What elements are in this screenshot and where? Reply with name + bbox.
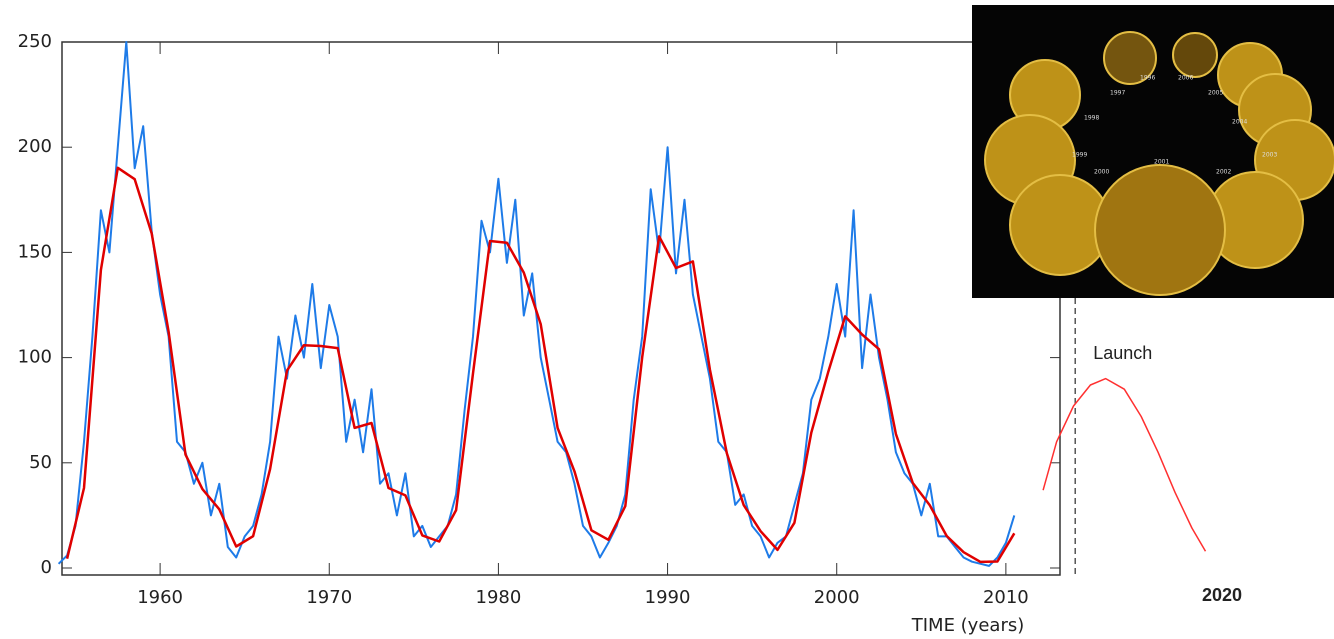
plot-frame — [61, 41, 1061, 576]
extra-year-label: 2020 — [1202, 585, 1242, 605]
series-line — [57, 41, 1016, 567]
inset-year: 1998 — [1084, 115, 1099, 122]
x-axis-label: TIME (years) — [911, 615, 1025, 636]
inset-year: 1997 — [1110, 90, 1125, 97]
y-tick-label: 100 — [18, 347, 52, 368]
inset-year: 2000 — [1094, 169, 1109, 176]
series-line — [1042, 377, 1207, 552]
inset-year: 1999 — [1072, 152, 1087, 159]
launch-label: Launch — [1093, 343, 1152, 363]
inset-year: 2001 — [1154, 159, 1169, 166]
x-tick-label: 2000 — [814, 587, 860, 608]
inset-year: 2002 — [1216, 169, 1231, 176]
inset-year: 1996 — [1140, 75, 1155, 82]
plot-area: 0 50 100 150 200 250 1960 1970 1980 1990 2000 2010 L… — [18, 31, 1207, 608]
x-tick-label: 1960 — [137, 587, 183, 608]
x-tick-label: 2010 — [983, 587, 1029, 608]
x-tick-label: 1980 — [476, 587, 522, 608]
x-tick-label: 1990 — [645, 587, 691, 608]
inset-image: 1996 2006 1997 2005 1998 2004 1999 2003 … — [972, 5, 1334, 298]
inset-year: 2006 — [1178, 75, 1193, 82]
inset-year: 2005 — [1208, 90, 1223, 97]
x-tick-label: 1970 — [306, 587, 352, 608]
inset-year: 2004 — [1232, 119, 1247, 126]
y-tick-label: 50 — [29, 452, 52, 473]
y-tick-label: 0 — [41, 557, 52, 578]
y-tick-label: 250 — [18, 31, 52, 52]
y-tick-label: 200 — [18, 136, 52, 157]
y-tick-label: 150 — [18, 241, 52, 262]
series-line — [65, 166, 1016, 564]
inset-year: 2003 — [1262, 152, 1277, 159]
